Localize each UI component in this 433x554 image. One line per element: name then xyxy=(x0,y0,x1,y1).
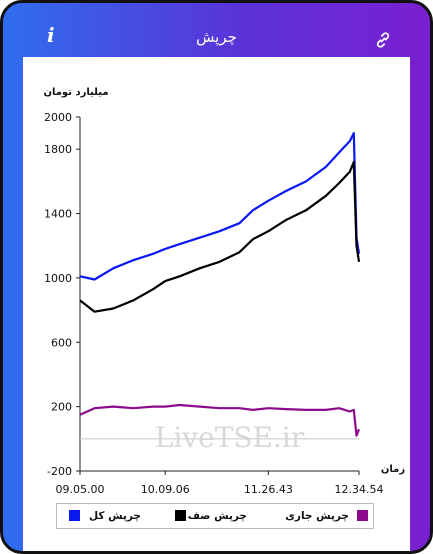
info-icon[interactable]: i xyxy=(47,23,55,47)
x-tick-label: 10.09.06 xyxy=(141,483,190,496)
x-axis-title: زمان xyxy=(381,464,405,475)
y-tick-label: 1400 xyxy=(44,208,72,221)
y-tick-label: 1800 xyxy=(44,143,72,156)
chart-legend: چرپش جاری چرپش صف چرپش کل xyxy=(56,503,374,529)
header-bar: i چرپش xyxy=(3,3,430,61)
legend-label-total: چرپش کل xyxy=(88,510,141,522)
legend-swatch-queue xyxy=(175,510,186,521)
y-tick-label: 200 xyxy=(51,401,72,414)
y-tick-label: 2000 xyxy=(44,111,72,124)
y-tick-label: -200 xyxy=(47,465,72,478)
page-title: چرپش xyxy=(196,28,237,46)
x-tick-label: 11.26.43 xyxy=(244,483,293,496)
y-tick-label: 600 xyxy=(51,336,72,349)
x-tick-label: 09.05.00 xyxy=(56,483,105,496)
chart-panel: -200 200 600 1000 1400 1800 2000 09.05.00 10.09.… xyxy=(23,57,410,551)
y-tick-label: 1000 xyxy=(44,272,72,285)
link-icon[interactable] xyxy=(374,31,392,49)
legend-swatch-total xyxy=(69,510,80,521)
legend-label-flow: چرپش جاری xyxy=(285,510,349,522)
line-chart: -200 200 600 1000 1400 1800 2000 09.05.00 10.09.… xyxy=(43,87,405,496)
watermark-text: LiveTSE.ir xyxy=(155,421,305,454)
x-tick-label: 12.34.54 xyxy=(335,483,384,496)
series-line-2 xyxy=(79,403,361,437)
series-line-0 xyxy=(79,131,361,281)
legend-label-queue: چرپش صف xyxy=(187,510,247,522)
legend-swatch-flow xyxy=(357,510,368,521)
series-line-1 xyxy=(79,160,361,313)
y-axis-title: میلیارد تومان xyxy=(43,87,108,98)
